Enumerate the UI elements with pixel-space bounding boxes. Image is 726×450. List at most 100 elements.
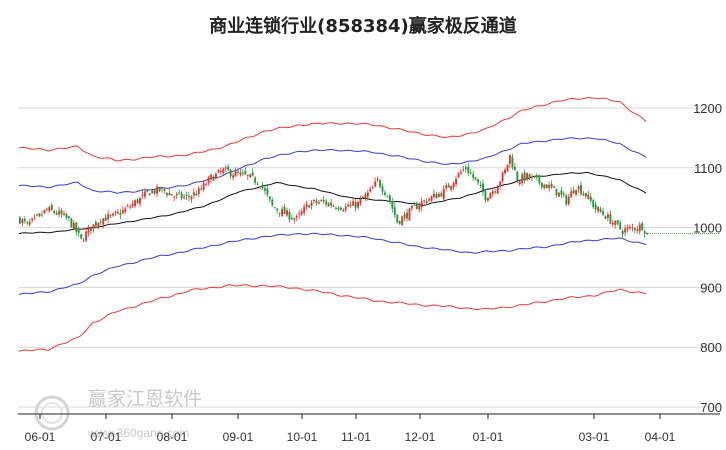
candle-body (558, 192, 560, 197)
candle-body (185, 194, 188, 196)
candle (28, 219, 31, 227)
candle-body (48, 207, 51, 212)
candle (268, 196, 271, 203)
candle-body (121, 209, 124, 214)
candle-body (619, 222, 622, 230)
candle-body (408, 208, 411, 221)
candle-body (494, 191, 497, 193)
candle-body (178, 192, 181, 194)
candle (202, 180, 205, 192)
candle-body (310, 202, 313, 207)
candle (643, 229, 646, 238)
candle-body (183, 196, 186, 198)
candle (457, 172, 460, 179)
candle-body (491, 191, 494, 194)
candle-body (207, 177, 210, 183)
candle-body (256, 183, 259, 185)
candle (241, 169, 244, 177)
candle (178, 189, 181, 196)
candle-body (607, 214, 609, 218)
candle (469, 168, 472, 175)
candle (587, 190, 590, 200)
candle-body (85, 231, 88, 241)
candle-body (117, 211, 119, 213)
candle (117, 208, 119, 215)
candle-body (565, 195, 568, 205)
candle (256, 181, 259, 186)
candle-body (543, 184, 546, 188)
candle-body (359, 198, 362, 204)
candle-body (305, 204, 308, 208)
candle-body (229, 169, 232, 177)
candle-body (638, 224, 641, 232)
candle (379, 178, 382, 189)
candle (479, 181, 482, 188)
candle-body (219, 171, 222, 173)
candle (467, 162, 470, 177)
candle-body (413, 205, 416, 207)
candle-body (486, 197, 489, 201)
candle-body (423, 200, 426, 202)
candle (428, 197, 431, 203)
candle-body (107, 214, 110, 220)
candle (229, 168, 232, 179)
candle (558, 192, 560, 197)
candle (158, 186, 161, 193)
candle (327, 202, 330, 207)
candle-body (202, 183, 205, 190)
candle-body (489, 193, 492, 199)
candle (325, 198, 328, 208)
middle-line (18, 171, 647, 235)
candle-body (499, 181, 502, 187)
candle (63, 210, 65, 216)
candle-body (303, 206, 306, 214)
candle (141, 190, 144, 199)
candle-body (175, 193, 178, 196)
candle-body (146, 189, 149, 192)
candle (494, 188, 497, 195)
candle (418, 202, 421, 213)
candle (550, 180, 553, 189)
candle (195, 190, 198, 196)
candle-body (308, 205, 310, 208)
candle-body (629, 226, 631, 228)
candle (572, 186, 575, 195)
candle (511, 153, 514, 171)
candle-body (264, 188, 266, 191)
candle-body (249, 174, 252, 178)
candle (273, 206, 276, 209)
candle (484, 189, 487, 204)
candle-body (425, 201, 428, 203)
candle (224, 165, 227, 172)
candle-body (335, 207, 337, 209)
candle (124, 206, 127, 215)
candle-body (526, 173, 529, 180)
candle-body (325, 201, 328, 205)
candle-body (592, 200, 595, 208)
candle (455, 175, 457, 188)
candle (425, 198, 428, 205)
candle-body (366, 192, 369, 197)
candle-body (254, 177, 257, 183)
candle (317, 200, 320, 205)
candle (629, 224, 631, 231)
candle-body (398, 220, 401, 224)
candle (43, 209, 46, 215)
y-tick-label-900: 900 (700, 280, 722, 295)
candle (401, 215, 404, 226)
candle-body (433, 193, 435, 198)
candle (592, 198, 595, 210)
candle-body (259, 186, 261, 188)
candle-body (237, 171, 239, 173)
candle (589, 193, 592, 204)
candle-body (643, 231, 646, 234)
candle-body (124, 208, 127, 212)
candle-body (509, 154, 511, 164)
candle (609, 210, 612, 225)
candle-body (462, 169, 465, 171)
candle (337, 205, 340, 212)
candle-body (560, 190, 563, 195)
candle-body (602, 211, 604, 215)
candle (381, 183, 384, 196)
candle-body (322, 199, 325, 202)
